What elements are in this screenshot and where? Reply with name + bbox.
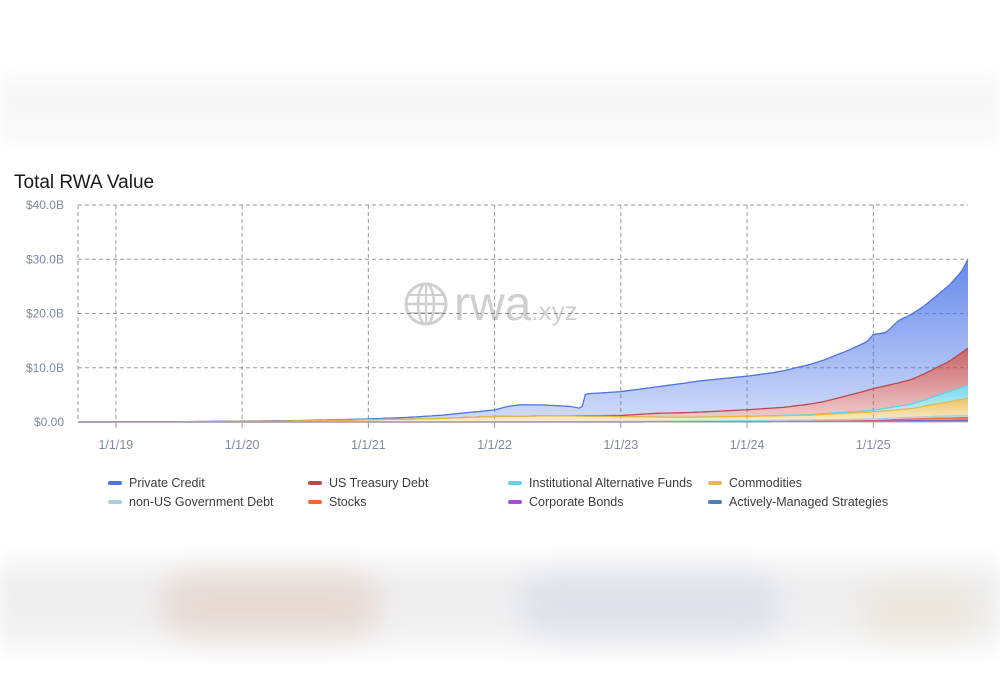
legend-label: US Treasury Debt [329,475,429,490]
legend-label: Stocks [329,494,367,509]
x-tick-label: 1/1/21 [351,438,386,452]
y-tick-label: $10.0B [26,361,64,375]
axes: $0.00 $10.0B $20.0B $30.0B $40.0B 1/1/19 1/1/2… [26,198,968,452]
blurred-footer-band [0,545,1000,665]
y-tick-label: $0.00 [34,415,64,429]
legend-label: Corporate Bonds [529,494,624,509]
legend-label: non-US Government Debt [129,494,274,509]
legend-swatch [508,499,522,504]
legend-swatch [108,499,122,504]
globe-icon [404,282,448,326]
chart-title: Total RWA Value [14,172,155,193]
blurred-card [160,575,380,635]
legend-label: Institutional Alternative Funds [529,475,693,490]
legend-swatch [308,499,322,504]
legend-item-private-credit[interactable]: Private Credit [108,474,308,491]
x-tick-label: 1/1/22 [477,438,512,452]
blurred-header-band [0,60,1000,155]
legend-item-us-treasury-debt[interactable]: US Treasury Debt [308,474,508,491]
chart-area: rwa.xyz $0.00 $10.0B $20.0B $30.0B $40.0B 1/1… [26,198,969,452]
watermark: rwa.xyz [404,278,578,331]
legend-swatch [708,499,722,504]
x-tick-label: 1/1/24 [730,438,765,452]
legend-label: Private Credit [129,475,205,490]
legend-swatch [108,480,122,485]
watermark-text: rwa.xyz [454,278,578,331]
legend-swatch [508,480,522,485]
area-private-credit [78,259,968,422]
legend-item-corporate-bonds[interactable]: Corporate Bonds [508,493,708,510]
legend-item-actively-managed-strategies[interactable]: Actively-Managed Strategies [708,493,908,510]
x-tick-label: 1/1/19 [98,438,133,452]
legend-label: Actively-Managed Strategies [729,494,889,509]
chart-legend: Private Credit US Treasury Debt Institutio… [108,474,928,510]
legend-item-stocks[interactable]: Stocks [308,493,508,510]
y-tick-label: $30.0B [26,252,64,266]
legend-item-commodities[interactable]: Commodities [708,474,908,491]
legend-swatch [308,480,322,485]
legend-item-institutional-alternative-funds[interactable]: Institutional Alternative Funds [508,474,708,491]
legend-swatch [708,480,722,485]
blurred-card [860,585,980,635]
x-tick-label: 1/1/25 [856,438,891,452]
y-tick-label: $40.0B [26,198,64,212]
y-tick-label: $20.0B [26,307,64,321]
blurred-card [520,575,780,635]
legend-item-non-us-government-debt[interactable]: non-US Government Debt [108,493,308,510]
x-tick-label: 1/1/20 [225,438,260,452]
area-commodities [78,398,968,422]
x-tick-label: 1/1/23 [603,438,638,452]
legend-label: Commodities [729,475,802,490]
